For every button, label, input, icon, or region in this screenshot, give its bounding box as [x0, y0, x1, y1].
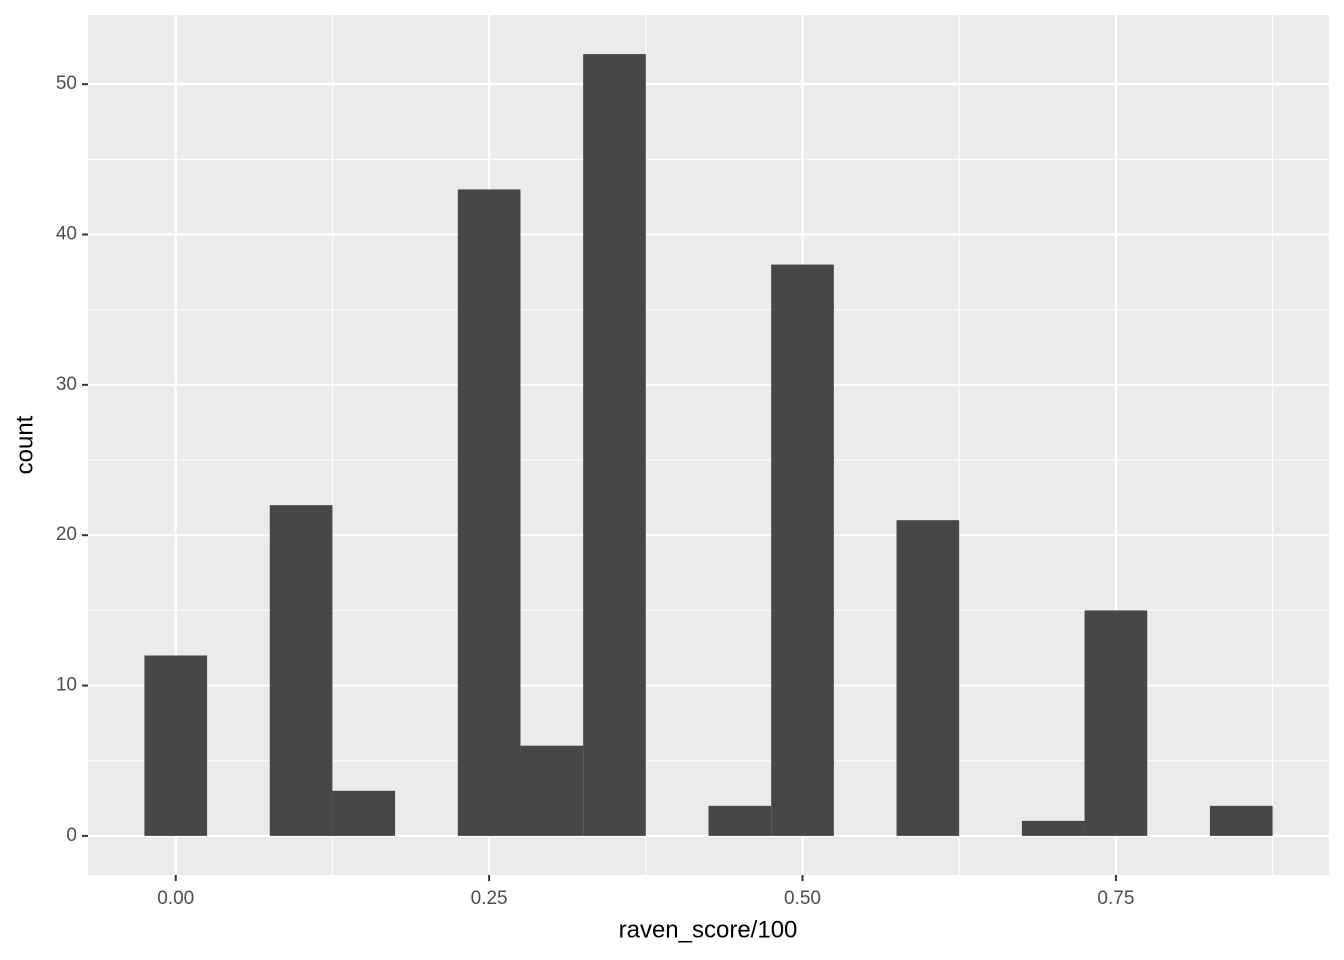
bar	[1021, 820, 1085, 836]
y-tick-label: 30	[56, 374, 77, 395]
bar	[583, 54, 646, 836]
bar	[332, 790, 396, 836]
bar	[771, 264, 834, 836]
x-tick-label: 0.50	[784, 888, 821, 909]
y-tick-label: 50	[56, 73, 77, 94]
bar	[457, 189, 521, 836]
y-tick-label: 20	[56, 524, 77, 545]
y-tick-label: 10	[56, 675, 77, 696]
y-tick-label: 0	[66, 825, 77, 846]
bar	[520, 745, 584, 836]
bar	[1084, 610, 1148, 836]
x-tick-label: 0.75	[1097, 888, 1134, 909]
bar	[708, 805, 772, 836]
bar	[896, 520, 960, 836]
x-tick-label: 0.00	[157, 888, 194, 909]
bar	[1209, 805, 1273, 836]
bar	[144, 655, 208, 836]
x-axis-title: raven_score/100	[619, 916, 798, 943]
bar	[269, 505, 333, 836]
x-tick-label: 0.25	[471, 888, 508, 909]
y-axis-title: count	[11, 415, 38, 474]
y-tick-label: 40	[56, 224, 77, 245]
